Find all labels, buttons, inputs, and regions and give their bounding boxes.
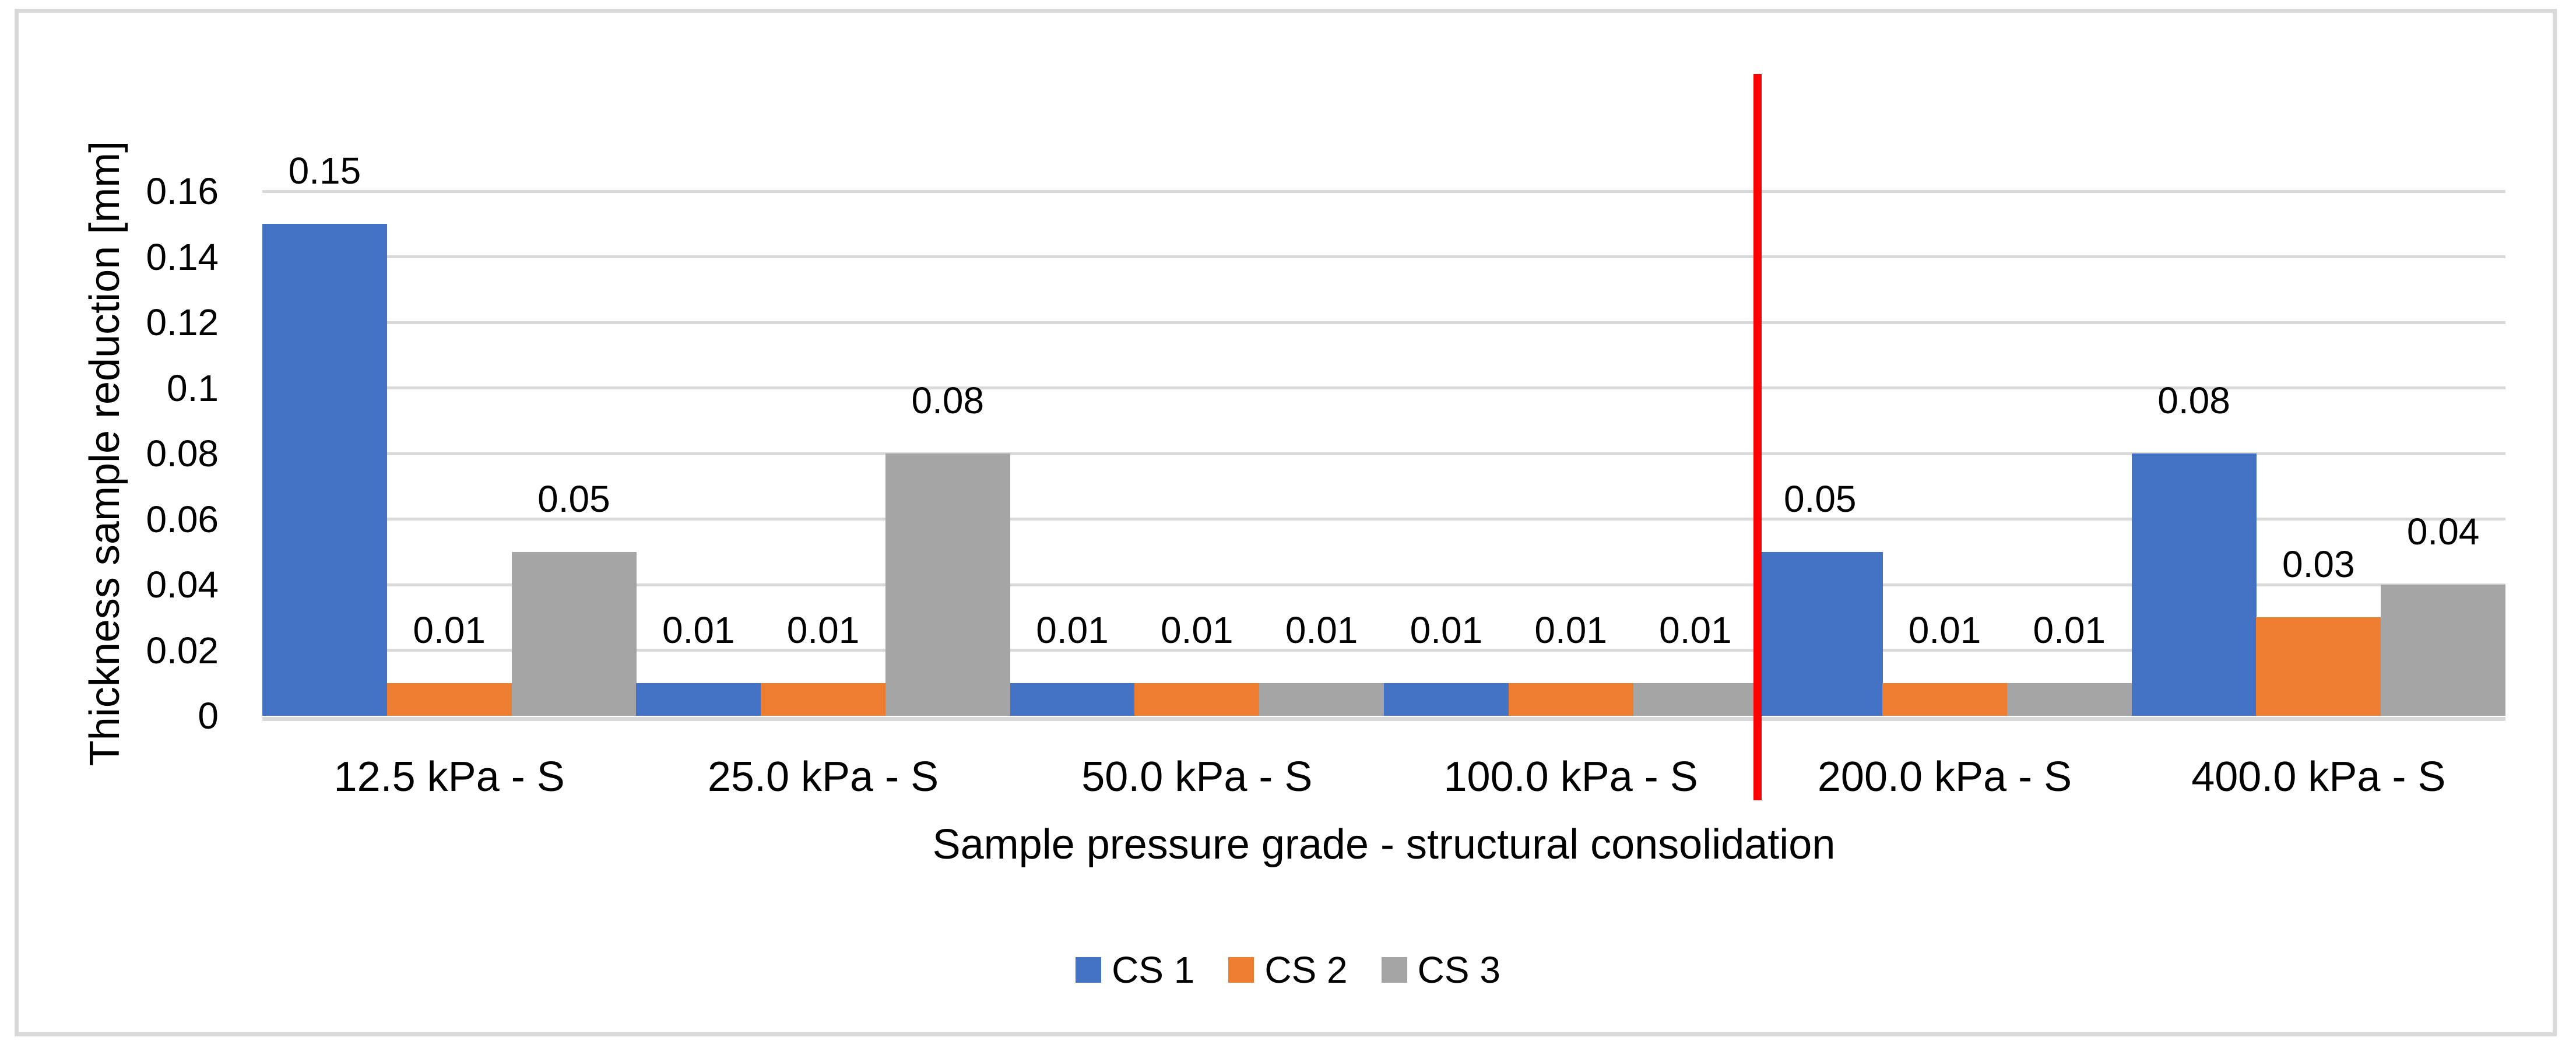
bar-cs-1-25.0-kpa-s — [636, 683, 761, 716]
x-axis-title: Sample pressure grade - structural conso… — [932, 821, 1836, 868]
y-tick-label-0.02: 0.02 — [146, 629, 219, 671]
legend-label-cs-1: CS 1 — [1112, 949, 1195, 991]
bar-cs-3-12.5-kpa-s — [511, 551, 637, 716]
red-divider-line — [1753, 74, 1762, 800]
legend: CS 1 CS 2 CS 3 — [0, 949, 2576, 991]
legend-item-cs-3: CS 3 — [1381, 949, 1500, 991]
bar-cs-3-100.0-kpa-s — [1633, 683, 1758, 716]
x-category-100.0-kpa-s: 100.0 kPa - S — [1443, 754, 1698, 800]
bar-cs-2-400.0-kpa-s — [2256, 617, 2381, 716]
bar-cs-3-400.0-kpa-s — [2381, 585, 2506, 716]
gridline-0.14 — [262, 255, 2505, 258]
x-category-25.0-kpa-s: 25.0 kPa - S — [707, 754, 939, 800]
data-label-cs-2-200.0-kpa-s: 0.01 — [1908, 609, 1981, 651]
legend-label-cs-3: CS 3 — [1417, 949, 1500, 991]
y-tick-label-0.08: 0.08 — [146, 432, 219, 474]
y-tick-label-0.04: 0.04 — [146, 564, 219, 606]
bar-cs-3-200.0-kpa-s — [2006, 683, 2132, 716]
legend-item-cs-1: CS 1 — [1076, 949, 1194, 991]
data-label-cs-2-400.0-kpa-s: 0.03 — [2282, 543, 2355, 586]
y-tick-label-0.1: 0.1 — [167, 367, 219, 409]
y-tick-label-0.14: 0.14 — [146, 235, 219, 278]
y-axis-title: Thickness sample reduction [mm] — [82, 140, 128, 766]
data-label-cs-2-50.0-kpa-s: 0.01 — [1161, 609, 1233, 651]
legend-swatch-cs-2 — [1228, 957, 1254, 983]
legend-label-cs-2: CS 2 — [1264, 949, 1348, 991]
x-category-12.5-kpa-s: 12.5 kPa - S — [333, 754, 565, 800]
bar-cs-2-12.5-kpa-s — [386, 683, 512, 716]
legend-swatch-cs-3 — [1381, 957, 1407, 983]
x-category-50.0-kpa-s: 50.0 kPa - S — [1081, 754, 1313, 800]
y-tick-label-0: 0 — [198, 695, 219, 737]
data-label-cs-3-400.0-kpa-s: 0.04 — [2406, 511, 2480, 553]
bar-cs-2-200.0-kpa-s — [1882, 683, 2008, 716]
data-label-cs-3-12.5-kpa-s: 0.05 — [537, 477, 610, 520]
data-label-cs-3-200.0-kpa-s: 0.01 — [2033, 609, 2106, 651]
data-label-cs-3-50.0-kpa-s: 0.01 — [1285, 609, 1358, 651]
data-label-cs-1-200.0-kpa-s: 0.05 — [1783, 477, 1857, 520]
gridline-0.04 — [262, 583, 2505, 586]
x-category-400.0-kpa-s: 400.0 kPa - S — [2191, 754, 2446, 800]
legend-swatch-cs-1 — [1076, 957, 1102, 983]
data-label-cs-3-25.0-kpa-s: 0.08 — [911, 379, 985, 421]
data-label-cs-3-100.0-kpa-s: 0.01 — [1659, 609, 1732, 651]
y-tick-label-0.06: 0.06 — [146, 498, 219, 540]
data-label-cs-1-100.0-kpa-s: 0.01 — [1410, 609, 1483, 651]
y-tick-label-0.16: 0.16 — [146, 170, 219, 212]
gridline-0.06 — [262, 518, 2505, 521]
bar-cs-2-50.0-kpa-s — [1134, 683, 1260, 716]
gridline-0.08 — [262, 452, 2505, 455]
bar-cs-1-200.0-kpa-s — [1758, 551, 1883, 716]
data-label-cs-2-12.5-kpa-s: 0.01 — [413, 609, 486, 651]
gridline-0.16 — [262, 189, 2505, 193]
data-label-cs-1-12.5-kpa-s: 0.15 — [288, 150, 361, 192]
legend-item-cs-2: CS 2 — [1228, 949, 1348, 991]
gridline-0.02 — [262, 649, 2505, 652]
bar-cs-1-400.0-kpa-s — [2131, 453, 2257, 716]
x-axis-line — [262, 717, 2505, 721]
gridline-0.12 — [262, 321, 2505, 324]
bar-cs-2-100.0-kpa-s — [1508, 683, 1634, 716]
gridline-0.1 — [262, 386, 2505, 389]
bar-cs-1-12.5-kpa-s — [262, 224, 388, 716]
bar-cs-3-25.0-kpa-s — [885, 453, 1011, 716]
bar-cs-2-25.0-kpa-s — [761, 683, 886, 716]
y-tick-label-0.12: 0.12 — [146, 301, 219, 343]
x-category-200.0-kpa-s: 200.0 kPa - S — [1817, 754, 2072, 800]
data-label-cs-1-50.0-kpa-s: 0.01 — [1036, 609, 1109, 651]
data-label-cs-2-25.0-kpa-s: 0.01 — [786, 609, 860, 651]
bar-cs-3-50.0-kpa-s — [1259, 683, 1384, 716]
bar-cs-1-100.0-kpa-s — [1384, 683, 1509, 716]
data-label-cs-2-100.0-kpa-s: 0.01 — [1534, 609, 1607, 651]
data-label-cs-1-25.0-kpa-s: 0.01 — [662, 609, 735, 651]
data-label-cs-1-400.0-kpa-s: 0.08 — [2157, 379, 2230, 421]
bar-cs-1-50.0-kpa-s — [1010, 683, 1135, 716]
